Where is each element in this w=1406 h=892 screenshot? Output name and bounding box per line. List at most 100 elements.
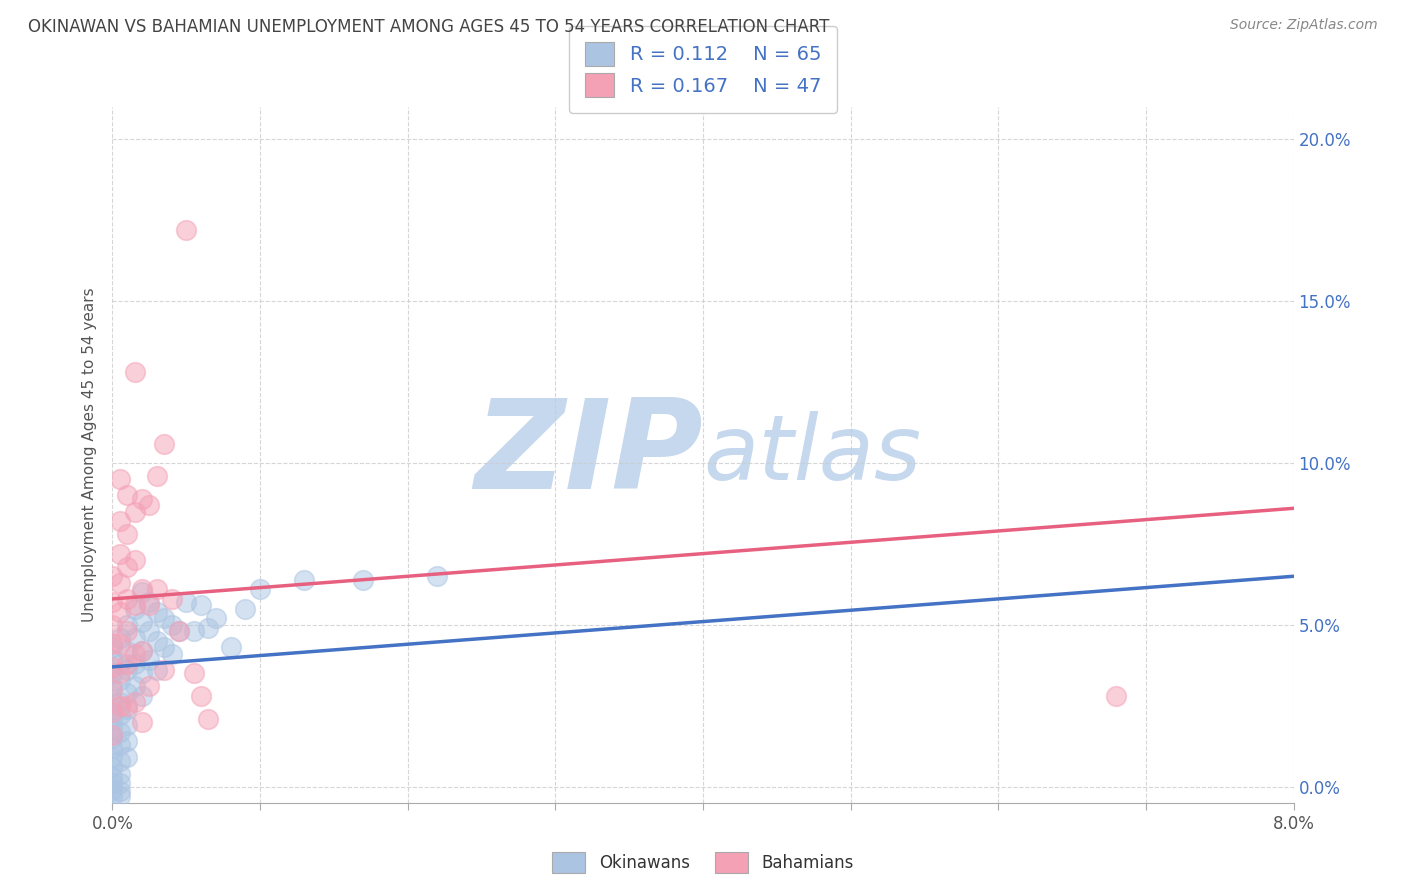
Point xyxy=(167,624,190,639)
Point xyxy=(117,488,138,502)
Point xyxy=(219,640,242,655)
Point xyxy=(131,689,153,703)
Point xyxy=(117,663,138,677)
Point xyxy=(138,595,160,609)
Point xyxy=(108,605,131,619)
Point xyxy=(101,782,124,797)
Point xyxy=(124,365,146,379)
Point xyxy=(146,582,169,597)
Point xyxy=(131,585,153,599)
Point xyxy=(108,575,131,590)
Point xyxy=(124,696,146,710)
Point xyxy=(174,223,197,237)
Point xyxy=(131,643,153,657)
Point xyxy=(153,611,176,625)
Point xyxy=(101,653,124,667)
Point xyxy=(117,527,138,541)
Point xyxy=(131,582,153,597)
Text: OKINAWAN VS BAHAMIAN UNEMPLOYMENT AMONG AGES 45 TO 54 YEARS CORRELATION CHART: OKINAWAN VS BAHAMIAN UNEMPLOYMENT AMONG … xyxy=(28,18,830,36)
Point xyxy=(101,682,124,697)
Point xyxy=(101,640,124,655)
Point xyxy=(108,637,131,651)
Point xyxy=(197,621,219,635)
Point xyxy=(124,599,146,613)
Point xyxy=(124,657,146,671)
Point xyxy=(138,653,160,667)
Point xyxy=(124,631,146,645)
Y-axis label: Unemployment Among Ages 45 to 54 years: Unemployment Among Ages 45 to 54 years xyxy=(82,287,97,623)
Point xyxy=(108,696,131,710)
Point xyxy=(108,738,131,752)
Point xyxy=(146,469,169,483)
Point xyxy=(101,728,124,742)
Point xyxy=(108,657,131,671)
Point xyxy=(108,724,131,739)
Point xyxy=(101,760,124,774)
Point xyxy=(138,599,160,613)
Point xyxy=(131,615,153,629)
Point xyxy=(153,640,176,655)
Point xyxy=(138,624,160,639)
Point xyxy=(292,573,315,587)
Point xyxy=(108,708,131,723)
Point xyxy=(101,660,124,674)
Point xyxy=(190,689,212,703)
Point xyxy=(101,731,124,745)
Point xyxy=(426,569,449,583)
Point xyxy=(117,686,138,700)
Point xyxy=(160,617,183,632)
Point xyxy=(183,624,205,639)
Point xyxy=(117,617,138,632)
Point xyxy=(108,666,131,681)
Point xyxy=(108,514,131,528)
Point xyxy=(138,679,160,693)
Point xyxy=(108,776,131,790)
Point xyxy=(153,436,176,450)
Point xyxy=(101,722,124,736)
Point xyxy=(124,553,146,567)
Point xyxy=(117,702,138,716)
Point xyxy=(160,591,183,606)
Point xyxy=(117,643,138,657)
Point xyxy=(108,673,131,687)
Point xyxy=(108,631,131,645)
Text: ZIP: ZIP xyxy=(474,394,703,516)
Point xyxy=(117,718,138,732)
Point xyxy=(117,657,138,671)
Point xyxy=(117,698,138,713)
Point xyxy=(108,547,131,561)
Point xyxy=(101,705,124,719)
Point xyxy=(101,789,124,804)
Point xyxy=(124,647,146,661)
Point xyxy=(101,569,124,583)
Point xyxy=(352,573,374,587)
Point xyxy=(117,734,138,748)
Point xyxy=(101,692,124,706)
Point xyxy=(108,766,131,780)
Point xyxy=(108,789,131,804)
Point xyxy=(117,559,138,574)
Point xyxy=(160,647,183,661)
Point xyxy=(190,599,212,613)
Point xyxy=(1105,689,1128,703)
Point xyxy=(131,666,153,681)
Point xyxy=(117,591,138,606)
Point xyxy=(101,776,124,790)
Legend: Okinawans, Bahamians: Okinawans, Bahamians xyxy=(546,846,860,880)
Point xyxy=(233,601,256,615)
Point xyxy=(108,784,131,798)
Point xyxy=(101,770,124,784)
Point xyxy=(124,504,146,518)
Point xyxy=(117,624,138,639)
Point xyxy=(108,754,131,768)
Point xyxy=(101,666,124,681)
Point xyxy=(101,712,124,726)
Point xyxy=(101,595,124,609)
Point xyxy=(101,679,124,693)
Point xyxy=(101,637,124,651)
Point xyxy=(146,634,169,648)
Point xyxy=(101,702,124,716)
Point xyxy=(124,601,146,615)
Point xyxy=(249,582,271,597)
Point xyxy=(117,750,138,764)
